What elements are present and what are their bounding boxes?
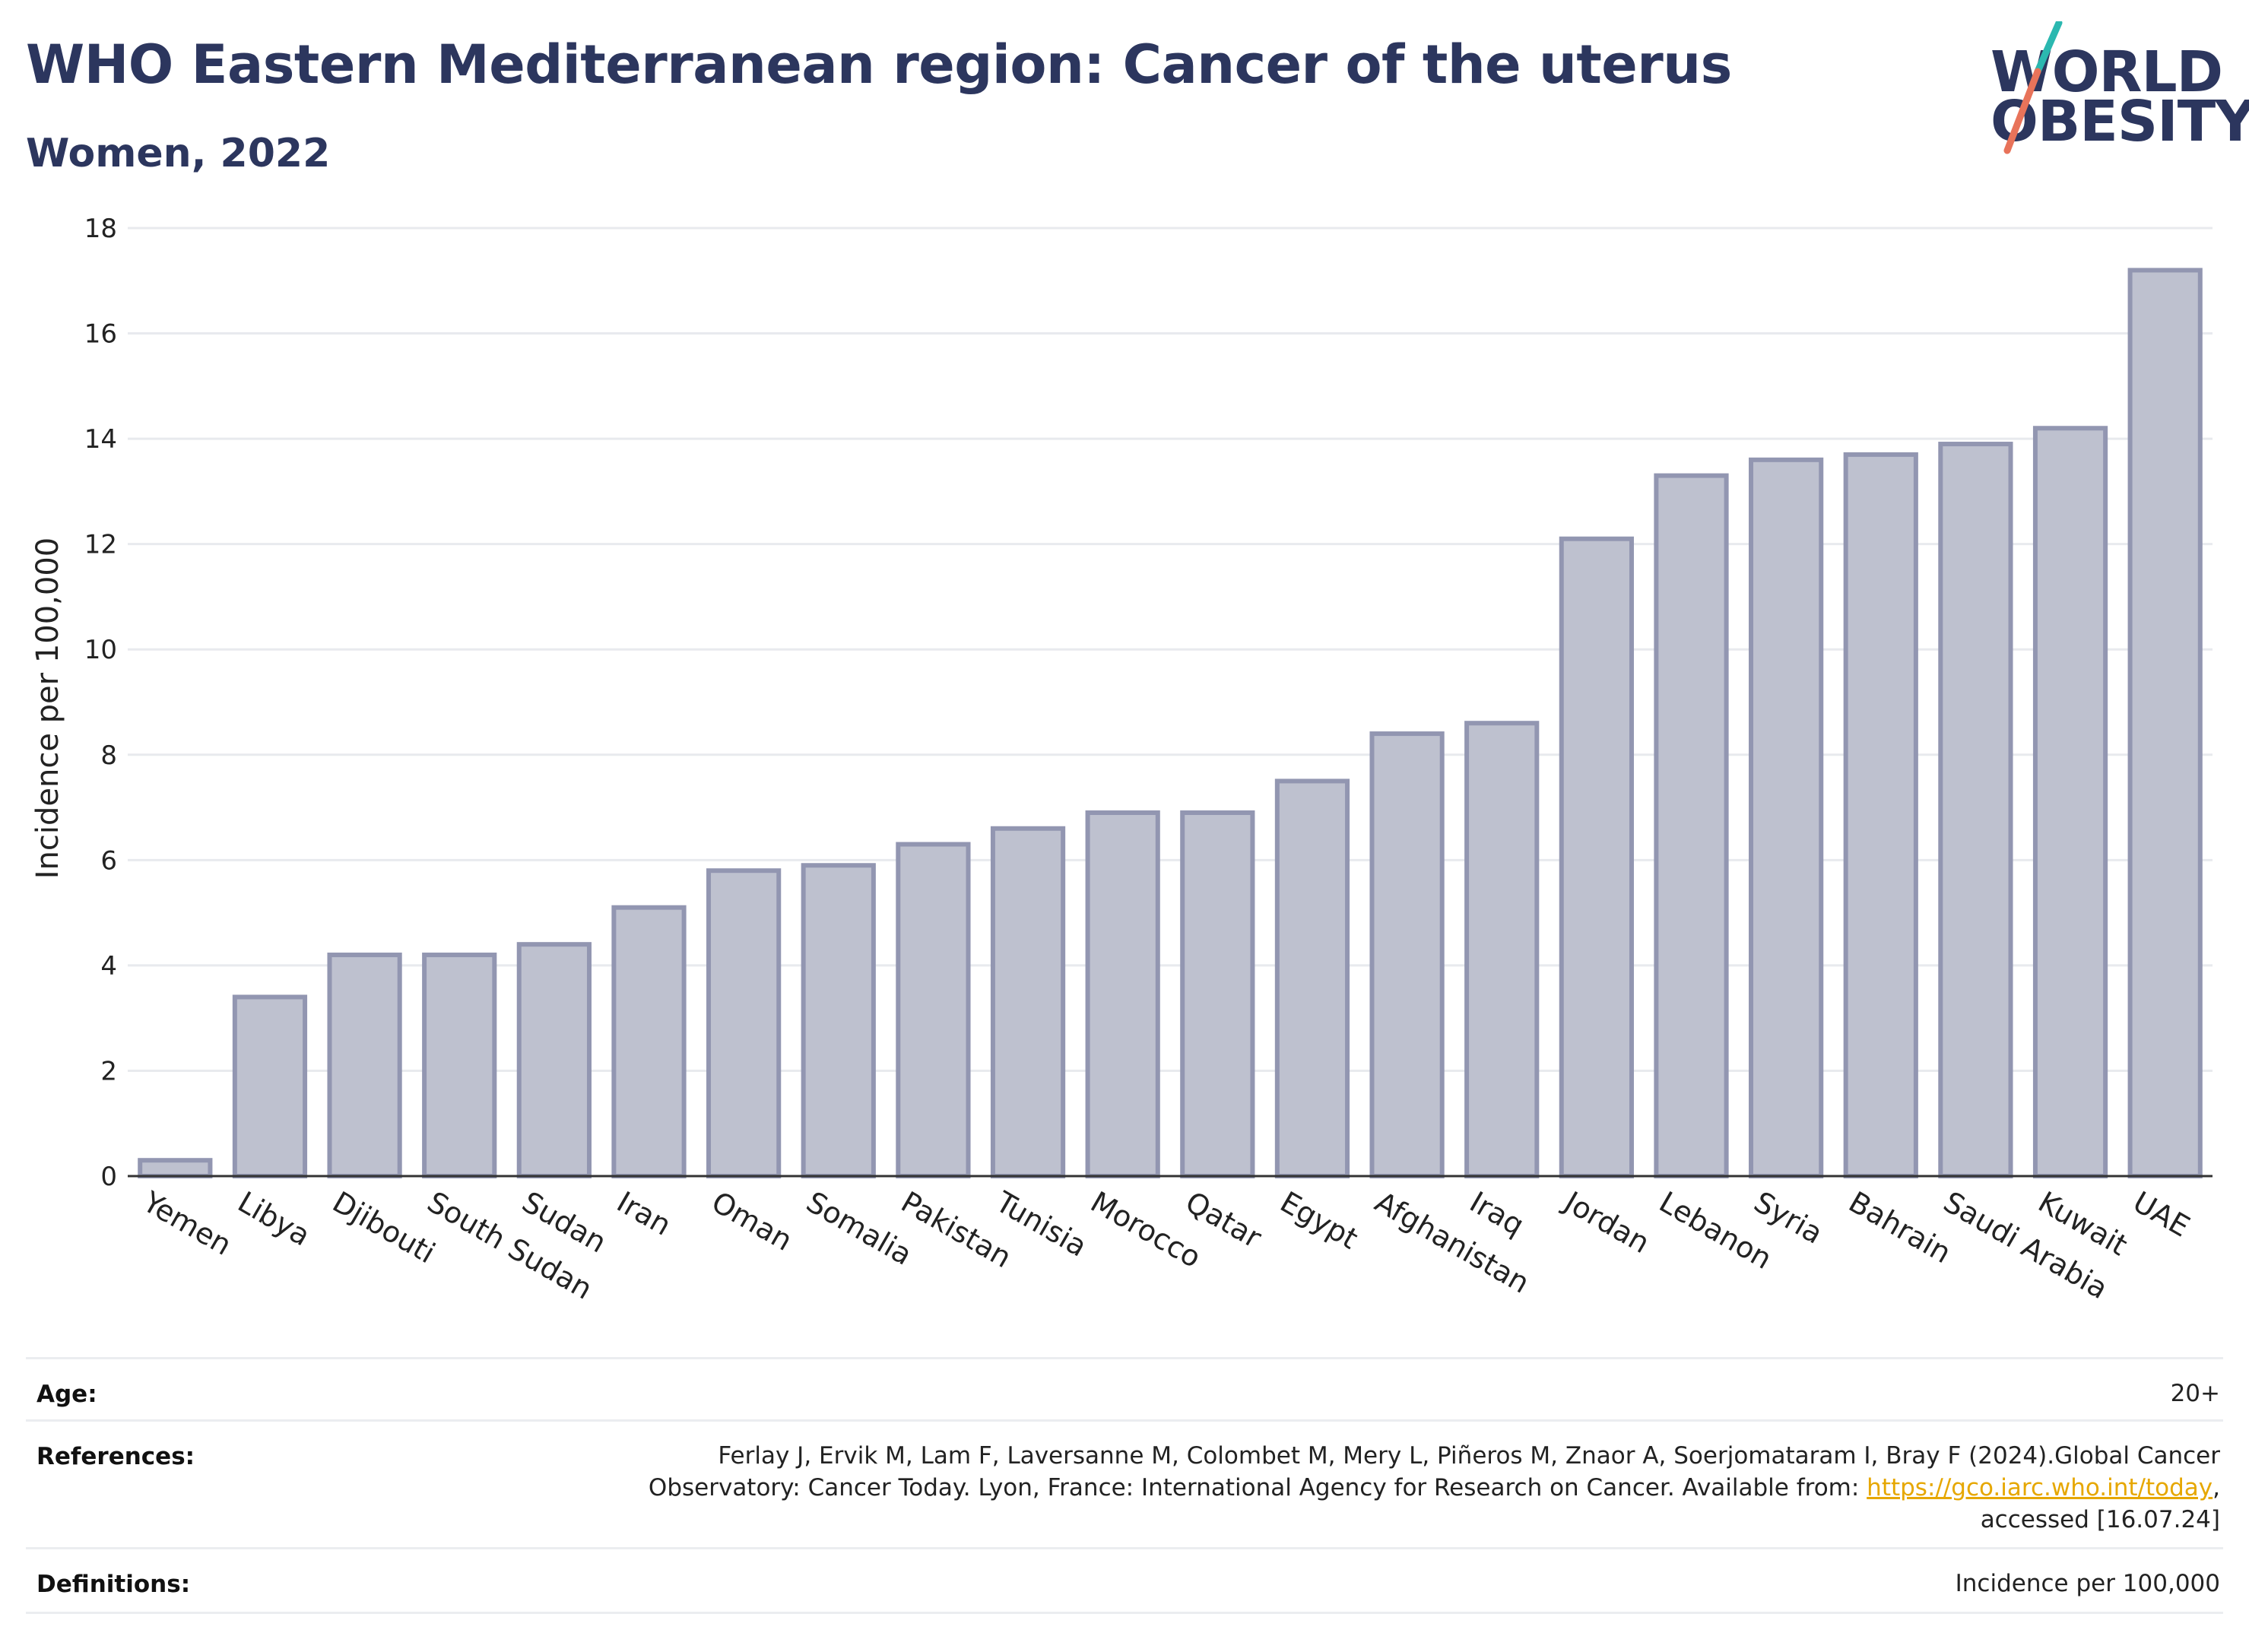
references-line-2-suffix: , xyxy=(2213,1474,2220,1501)
bar-sudan xyxy=(516,942,592,1179)
y-tick-label: 16 xyxy=(84,319,117,350)
x-tick-label: Libya xyxy=(232,1185,316,1253)
references-label: References: xyxy=(36,1443,195,1470)
references-value: Ferlay J, Ervik M, Lam F, Laversanne M, … xyxy=(395,1440,2220,1536)
bar-djibouti xyxy=(327,953,402,1178)
bar-egypt xyxy=(1274,778,1350,1178)
logo-slash-icon xyxy=(2003,21,2063,154)
logo-line-2: OBESITY xyxy=(1990,89,2249,154)
footer-row-references: References: Ferlay J, Ervik M, Lam F, La… xyxy=(26,1419,2223,1549)
bar-kuwait xyxy=(2032,426,2108,1178)
x-tick-label: UAE xyxy=(2127,1185,2195,1244)
bar-uae xyxy=(2127,268,2203,1178)
y-tick-label: 0 xyxy=(100,1162,117,1192)
references-line-2-text: Observatory: Cancer Today. Lyon, France:… xyxy=(648,1474,1867,1501)
page-subtitle: Women, 2022 xyxy=(26,131,331,176)
bar-syria xyxy=(1749,457,1824,1179)
bar-morocco xyxy=(1085,810,1160,1178)
bar-afghanistan xyxy=(1369,731,1445,1178)
y-tick-label: 10 xyxy=(84,635,117,665)
x-tick-label: Egypt xyxy=(1274,1185,1363,1256)
world-obesity-logo: WORLD OBESITY xyxy=(1977,21,2249,166)
definitions-value: Incidence per 100,000 xyxy=(1955,1570,2220,1597)
bar-iran xyxy=(611,905,687,1179)
x-tick-label: Yemen xyxy=(137,1184,237,1262)
bar-south-sudan xyxy=(422,953,497,1178)
references-link[interactable]: https://gco.iarc.who.int/today xyxy=(1867,1474,2213,1501)
x-tick-label: Oman xyxy=(706,1185,798,1257)
bar-tunisia xyxy=(990,826,1066,1178)
bar-bahrain xyxy=(1843,452,1918,1178)
page-title: WHO Eastern Mediterranean region: Cancer… xyxy=(26,33,1732,96)
x-tick-label: Somalia xyxy=(801,1185,918,1272)
bar-oman xyxy=(706,868,782,1178)
age-value: 20+ xyxy=(2170,1380,2220,1407)
references-line-2: Observatory: Cancer Today. Lyon, France:… xyxy=(395,1472,2220,1504)
bar-libya xyxy=(232,994,308,1179)
x-tick-label: Djibouti xyxy=(327,1185,441,1270)
y-tick-label: 2 xyxy=(100,1056,117,1086)
bar-qatar xyxy=(1180,810,1255,1178)
bar-yemen xyxy=(138,1158,213,1179)
y-tick-labels: 0 2 4 6 8 10 12 14 16 18 xyxy=(84,214,117,1192)
bars xyxy=(138,268,2203,1179)
bar-lebanon xyxy=(1654,473,1729,1179)
bar-saudi-arabia xyxy=(1938,442,2013,1178)
references-line-1: Ferlay J, Ervik M, Lam F, Laversanne M, … xyxy=(718,1442,2220,1470)
y-tick-label: 18 xyxy=(84,214,117,244)
bar-pakistan xyxy=(896,842,971,1178)
y-axis-label: Incidence per 100,000 xyxy=(30,537,65,880)
references-line-3: accessed [16.07.24] xyxy=(1980,1506,2220,1533)
definitions-label: Definitions: xyxy=(36,1571,191,1598)
y-tick-label: 12 xyxy=(84,530,117,560)
y-tick-label: 6 xyxy=(100,845,117,876)
y-tick-label: 4 xyxy=(100,951,117,981)
x-tick-label: Iraq xyxy=(1464,1185,1530,1242)
footer-row-definitions: Definitions: Incidence per 100,000 xyxy=(26,1547,2223,1614)
bar-somalia xyxy=(801,863,876,1178)
x-tick-label: Iran xyxy=(611,1185,677,1242)
footer-row-age: Age: 20+ xyxy=(26,1357,2223,1422)
y-tick-label: 8 xyxy=(100,740,117,771)
bar-jordan xyxy=(1559,536,1634,1178)
x-tick-label: Jordan xyxy=(1558,1184,1655,1260)
y-tick-label: 14 xyxy=(84,424,117,455)
bar-iraq xyxy=(1464,721,1540,1178)
age-label: Age: xyxy=(36,1381,97,1408)
x-tick-label: Bahrain xyxy=(1843,1185,1956,1270)
